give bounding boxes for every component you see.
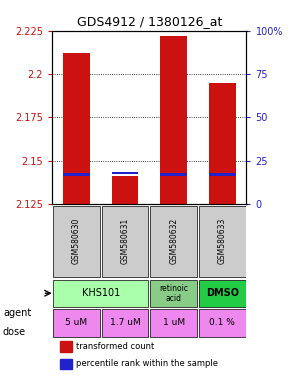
Bar <box>63 173 90 176</box>
Bar <box>112 172 138 174</box>
Text: GSM580631: GSM580631 <box>121 218 130 264</box>
Text: GSM580632: GSM580632 <box>169 218 178 264</box>
Text: GSM580630: GSM580630 <box>72 218 81 265</box>
Text: agent: agent <box>3 308 31 318</box>
FancyBboxPatch shape <box>150 205 197 277</box>
FancyBboxPatch shape <box>53 309 100 337</box>
FancyBboxPatch shape <box>102 309 148 337</box>
Text: GSM580633: GSM580633 <box>218 218 227 265</box>
Text: 0.1 %: 0.1 % <box>209 318 235 328</box>
Title: GDS4912 / 1380126_at: GDS4912 / 1380126_at <box>77 15 222 28</box>
Bar <box>63 53 90 204</box>
Bar <box>112 176 138 204</box>
FancyBboxPatch shape <box>199 205 246 277</box>
FancyBboxPatch shape <box>199 280 246 307</box>
FancyBboxPatch shape <box>199 309 246 337</box>
Bar <box>209 173 235 176</box>
Text: 1 uM: 1 uM <box>163 318 185 328</box>
FancyBboxPatch shape <box>53 205 100 277</box>
Bar <box>160 36 187 204</box>
Bar <box>160 173 187 176</box>
FancyBboxPatch shape <box>102 205 148 277</box>
Bar <box>60 341 72 352</box>
Bar <box>60 359 72 369</box>
FancyBboxPatch shape <box>150 309 197 337</box>
Text: percentile rank within the sample: percentile rank within the sample <box>75 359 218 368</box>
Text: 5 uM: 5 uM <box>66 318 88 328</box>
Text: 1.7 uM: 1.7 uM <box>110 318 140 328</box>
Text: retinoic
acid: retinoic acid <box>159 283 188 303</box>
Bar <box>209 83 235 204</box>
Text: DMSO: DMSO <box>206 288 239 298</box>
Text: KHS101: KHS101 <box>82 288 120 298</box>
Text: transformed count: transformed count <box>75 342 154 351</box>
Text: dose: dose <box>3 327 26 337</box>
FancyBboxPatch shape <box>150 280 197 307</box>
FancyBboxPatch shape <box>53 280 148 307</box>
